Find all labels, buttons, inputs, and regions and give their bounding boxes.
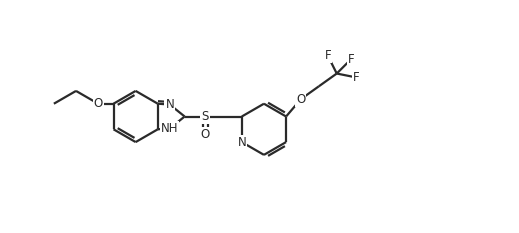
Text: F: F xyxy=(348,53,354,66)
Text: S: S xyxy=(201,110,209,123)
Text: F: F xyxy=(352,71,359,84)
Text: N: N xyxy=(166,98,174,111)
Text: O: O xyxy=(200,128,210,141)
Text: F: F xyxy=(324,49,331,62)
Text: NH: NH xyxy=(161,122,179,135)
Text: O: O xyxy=(93,97,103,110)
Text: N: N xyxy=(237,136,246,149)
Text: O: O xyxy=(296,93,306,106)
